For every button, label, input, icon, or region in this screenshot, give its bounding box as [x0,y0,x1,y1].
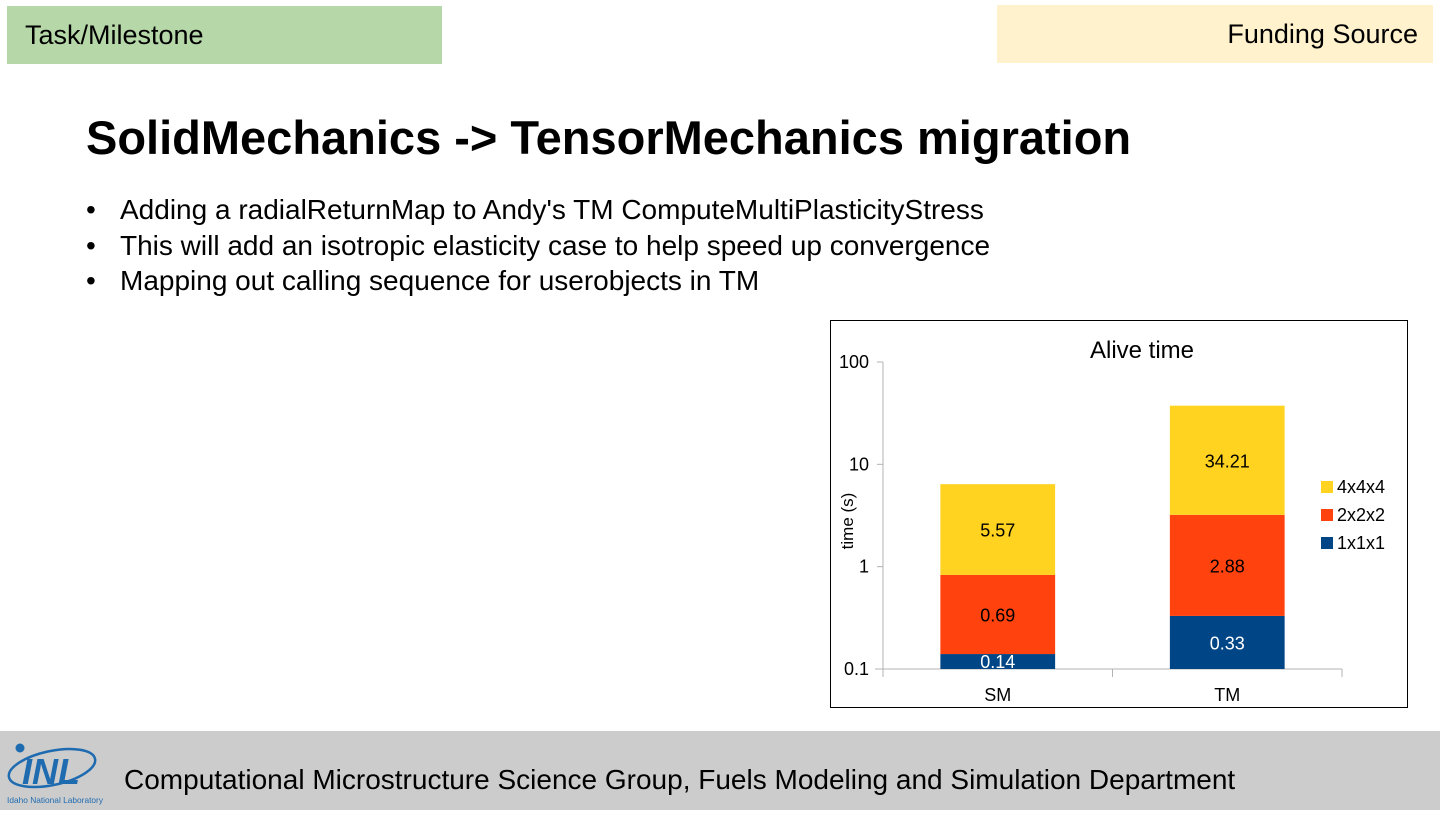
bullet-dot: • [86,265,96,296]
bullet-list: • Adding a radialReturnMap to Andy's TM C… [86,192,990,299]
footer-bar: Computational Microstructure Science Gro… [0,731,1440,810]
slide-title: SolidMechanics -> TensorMechanics migrat… [86,111,1132,164]
bar-segment-2x2x2 [940,574,1056,655]
bar-segment-2x2x2 [1169,514,1285,616]
bar-segment-4x4x4 [1169,405,1285,515]
logo-orbit [7,747,97,789]
task-milestone-label: Task/Milestone [7,6,442,64]
data-label: 2.88 [1210,556,1245,576]
logo-inl-text: INL [22,751,80,792]
bullet-dot: • [86,229,96,261]
data-label: 5.57 [980,521,1015,541]
bullet-text: This will add an isotropic elasticity ca… [120,229,991,261]
data-label: 0.69 [980,605,1015,625]
bullet-item: • Adding a radialReturnMap to Andy's TM C… [86,192,990,228]
x-tick-label: TM [1214,685,1240,705]
inl-logo: INL Idaho National Laboratory [7,743,104,805]
bullet-dot: • [86,194,96,225]
legend-swatch-1x1x1 [1321,537,1333,549]
chart-frame: Alive time 0.1 1 10 100 time (s) 0.14 0.69 5.57 S… [830,320,1408,708]
logo-subtext: Idaho National Laboratory [7,795,104,805]
legend-swatch-2x2x2 [1321,509,1333,521]
y-tick-label: 0.1 [844,659,869,679]
footer-text: Computational Microstructure Science Gro… [124,764,1236,795]
data-label: 34.21 [1205,451,1250,471]
x-tick-label: SM [984,685,1011,705]
logo-dot [15,743,25,753]
y-tick-label: 1 [859,557,869,577]
bullet-item: • Mapping out calling sequence for userob… [86,263,990,299]
y-axis-label: time (s) [838,493,857,550]
y-tick-label: 10 [849,454,869,474]
legend-swatch-4x4x4 [1321,481,1333,493]
bar-segment-4x4x4 [940,484,1056,575]
data-label: 0.33 [1210,633,1245,653]
bullet-item: • This will add an isotropic elasticity c… [86,228,990,264]
bar-segment-1x1x1 [1169,615,1285,669]
bar-segment-1x1x1 [940,654,1056,669]
legend-label: 2x2x2 [1337,505,1385,525]
data-label: 0.14 [980,652,1015,672]
funding-source-label: Funding Source [997,5,1433,63]
legend-label: 1x1x1 [1337,533,1385,553]
legend-label: 4x4x4 [1337,477,1385,497]
chart-title: Alive time [1090,337,1194,364]
bullet-text: Mapping out calling sequence for userobj… [120,265,760,296]
y-tick-label: 100 [839,352,869,372]
bullet-text: Adding a radialReturnMap to Andy's TM Co… [120,194,984,225]
alive-time-chart: Alive time 0.1 1 10 100 time (s) 0.14 0.69 5.57 S… [838,337,1385,705]
